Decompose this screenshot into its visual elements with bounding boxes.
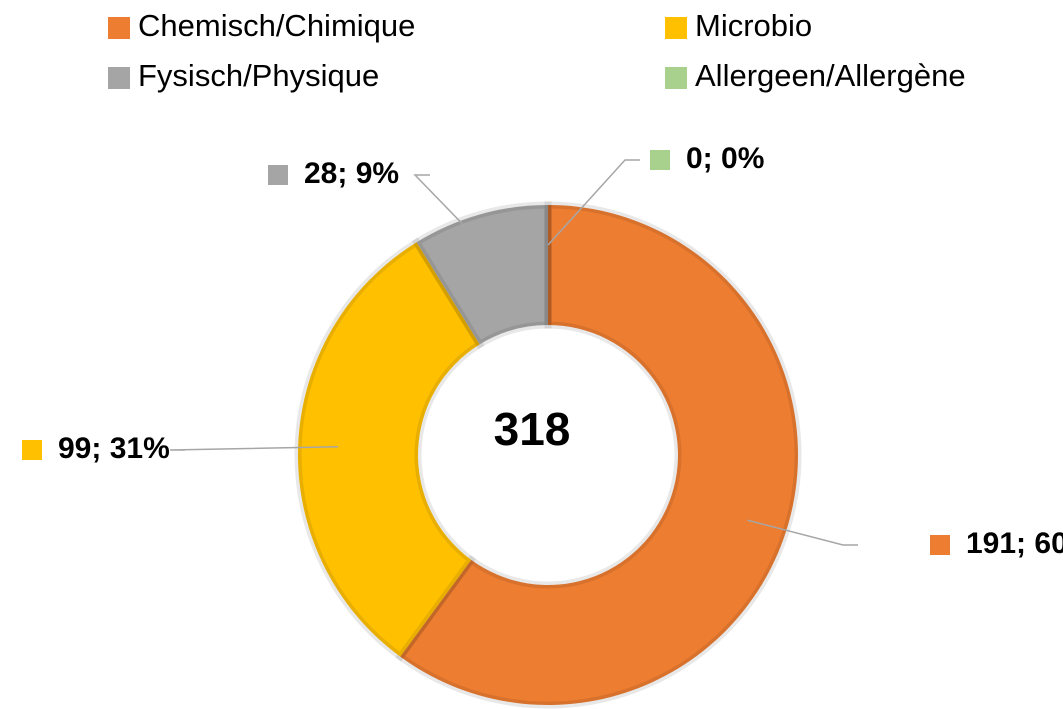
legend-label: Fysisch/Physique bbox=[138, 58, 379, 93]
legend-swatch bbox=[108, 67, 130, 89]
data-label-swatch bbox=[650, 150, 670, 170]
leader-line bbox=[547, 159, 640, 246]
legend-label: Chemisch/Chimique bbox=[138, 8, 415, 43]
leader-line bbox=[413, 174, 492, 254]
legend-swatch bbox=[108, 17, 130, 39]
legend-label: Microbio bbox=[695, 8, 812, 43]
legend-swatch bbox=[665, 67, 687, 89]
data-label-swatch bbox=[930, 535, 950, 555]
data-label: 0; 0% bbox=[686, 142, 764, 175]
data-label: 28; 9% bbox=[304, 157, 399, 190]
data-label: 191; 60% bbox=[966, 527, 1063, 560]
leader-line bbox=[169, 445, 339, 451]
legend-label: Allergeen/Allergène bbox=[695, 58, 966, 93]
donut-slice bbox=[411, 201, 552, 350]
donut-slice bbox=[294, 237, 485, 662]
leader-line bbox=[747, 519, 858, 546]
center-label: 318 bbox=[494, 403, 571, 455]
data-label: 99; 31% bbox=[58, 432, 170, 465]
data-label-swatch bbox=[22, 440, 42, 460]
legend-swatch bbox=[665, 17, 687, 39]
data-label-swatch bbox=[268, 165, 288, 185]
donut-slice bbox=[395, 201, 802, 709]
